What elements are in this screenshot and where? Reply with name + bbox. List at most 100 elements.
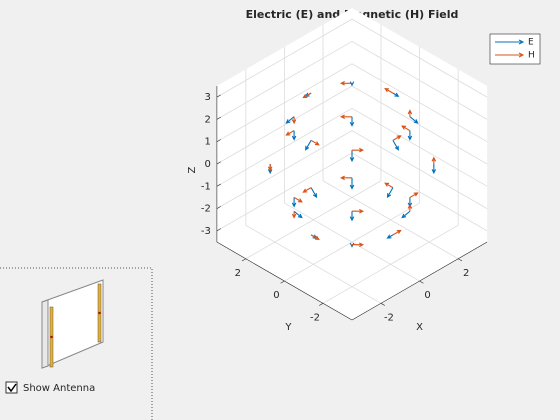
grid-line <box>351 63 488 143</box>
tick-mark <box>216 139 221 142</box>
x-axis-line <box>351 241 488 321</box>
z-tick-label: 0 <box>205 159 211 170</box>
field-arrow <box>392 92 400 97</box>
field-arrow <box>401 210 411 219</box>
grid-line <box>216 85 353 165</box>
y-tick-label: 2 <box>235 268 241 279</box>
checkbox-label[interactable]: Show Antenna <box>23 383 95 394</box>
x-axis-label: X <box>416 322 423 333</box>
field-arrow <box>291 197 297 208</box>
field-arrow <box>407 203 413 212</box>
field-arrow <box>401 125 411 132</box>
field-arrow <box>302 92 312 99</box>
field-arrow <box>293 196 303 203</box>
field-arrow <box>310 139 320 146</box>
field-arrow <box>339 114 352 120</box>
field-arrow <box>349 150 355 163</box>
legend-box <box>489 33 541 65</box>
checkbox[interactable] <box>5 381 18 394</box>
field-arrow <box>392 135 402 141</box>
field-arrow <box>392 229 402 236</box>
y-tick-label: -2 <box>310 312 320 323</box>
grid-line <box>322 224 459 304</box>
tick-mark <box>380 303 385 306</box>
z-axis-label: Z <box>187 166 198 173</box>
grid-line <box>216 18 353 98</box>
field-arrow <box>339 81 352 86</box>
field-arrow <box>267 164 273 172</box>
y-tick-label: 0 <box>273 290 279 301</box>
field-arrow <box>349 211 355 222</box>
tick-mark <box>216 116 221 120</box>
field-arrow <box>291 211 297 219</box>
field-arrow <box>409 192 419 198</box>
tick-mark <box>319 303 324 306</box>
field-arrow <box>291 130 297 141</box>
grid-line <box>284 202 420 282</box>
legend-label: E <box>528 38 534 48</box>
field-arrow <box>384 88 394 94</box>
tick-mark <box>419 280 424 284</box>
z-tick-label: -1 <box>201 181 211 192</box>
grid-line <box>245 180 382 260</box>
field-arrow <box>349 116 355 127</box>
z-tick-label: -2 <box>201 204 211 215</box>
y-axis-line <box>216 241 353 321</box>
grid-line <box>351 152 488 232</box>
grid-line <box>216 41 353 120</box>
antenna-preview <box>41 279 104 369</box>
field-arrow <box>431 164 437 175</box>
field-arrow <box>349 177 355 190</box>
grid-line <box>351 18 488 98</box>
field-arrow <box>285 130 295 136</box>
field-arrow <box>310 234 320 240</box>
z-tick-label: -3 <box>201 226 211 237</box>
z-tick-label: 3 <box>205 92 211 103</box>
z-tick-label: 2 <box>205 114 211 125</box>
x-tick-label: -2 <box>384 312 394 323</box>
field-arrow <box>386 187 394 199</box>
field-arrow <box>407 130 413 141</box>
tick-mark <box>458 258 463 262</box>
tick-mark <box>280 280 285 284</box>
z-tick-label: 1 <box>205 137 211 148</box>
grid-line <box>216 63 353 143</box>
field-arrow <box>291 116 297 125</box>
x-tick-label: 0 <box>424 290 430 301</box>
tick-mark <box>216 206 221 209</box>
field-arrow <box>293 210 303 219</box>
field-arrow <box>392 140 399 151</box>
tick-mark <box>216 183 221 187</box>
field-arrow <box>305 140 312 151</box>
field-arrow <box>352 242 365 247</box>
field-arrow <box>302 187 312 193</box>
y-axis-label: Y <box>284 322 292 333</box>
grid-line <box>351 85 488 165</box>
grid-line <box>216 130 353 209</box>
legend-swatch <box>495 39 525 45</box>
legend-swatch <box>495 52 525 58</box>
field-arrow <box>384 182 394 189</box>
field-arrow <box>431 156 437 164</box>
field-arrow <box>285 116 295 124</box>
field-arrow <box>310 187 318 199</box>
tick-mark <box>241 258 246 262</box>
field-arrow <box>409 116 419 124</box>
grid-line <box>351 41 488 120</box>
tick-mark <box>216 161 221 165</box>
grid-line <box>351 130 488 209</box>
tick-mark <box>216 94 221 98</box>
grid-line <box>216 152 353 232</box>
field-arrow <box>386 234 394 239</box>
field-arrow <box>352 208 365 214</box>
x-tick-label: 2 <box>463 268 469 279</box>
tick-mark <box>216 228 221 232</box>
field-arrow <box>352 147 365 153</box>
grid-line <box>351 107 488 187</box>
field-arrow <box>339 175 352 181</box>
field-arrow <box>407 109 413 117</box>
grid-line <box>216 107 353 187</box>
legend-label: H <box>528 51 535 61</box>
